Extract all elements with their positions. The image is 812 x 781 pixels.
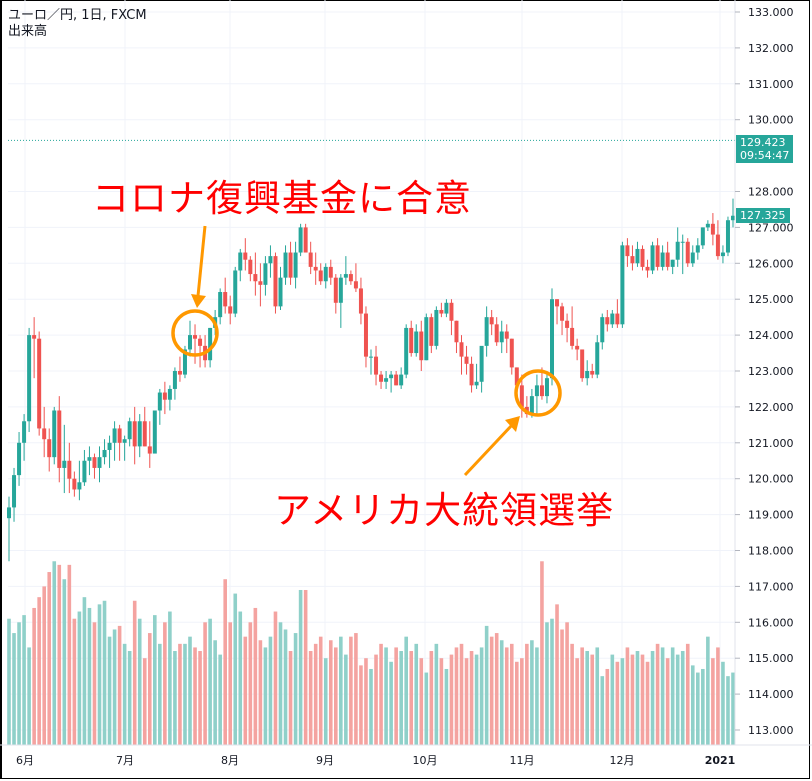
annotation-markers bbox=[171, 225, 562, 477]
last-close-tag: 127.325 bbox=[736, 208, 790, 223]
price-tick-label: 123.000 bbox=[748, 365, 794, 378]
arrow-head-icon bbox=[191, 294, 206, 308]
volume-bars bbox=[7, 561, 735, 745]
date-tick-label: 7月 bbox=[116, 754, 134, 767]
price-tick-label: 122.000 bbox=[748, 401, 794, 414]
annotation-arrow-us-election bbox=[463, 423, 514, 477]
date-tick-label: 9月 bbox=[316, 754, 334, 767]
price-axis[interactable]: 133.000 132.000 131.000 130.000 128.000 127.0… bbox=[735, 6, 794, 737]
last-close-value: 127.325 bbox=[740, 209, 786, 222]
price-tick-label: 126.000 bbox=[748, 257, 794, 270]
bar-countdown: 09:54:47 bbox=[740, 149, 790, 162]
date-tick-label: 12月 bbox=[610, 754, 635, 767]
current-price-value: 129.423 bbox=[740, 136, 786, 149]
price-tick-label: 132.000 bbox=[748, 42, 794, 55]
annotation-arrow-recovery-fund bbox=[196, 225, 207, 297]
date-tick-label: 11月 bbox=[510, 754, 535, 767]
price-tick-label: 120.000 bbox=[748, 473, 794, 486]
arrow-head-icon bbox=[505, 416, 520, 432]
time-axis[interactable]: 6月 7月 8月 9月 10月 11月 12月 2021 bbox=[16, 754, 735, 767]
price-tick-label: 125.000 bbox=[748, 293, 794, 306]
chart-legend: ユーロ／円, 1日, FXCM 出来高 bbox=[8, 8, 147, 40]
annotation-us-election: アメリカ大統領選挙 bbox=[274, 489, 615, 532]
price-tick-label: 113.000 bbox=[748, 724, 794, 737]
price-tick-label: 130.000 bbox=[748, 114, 794, 127]
date-tick-label: 6月 bbox=[16, 754, 34, 767]
price-tick-label: 127.000 bbox=[748, 221, 794, 234]
price-tick-label: 115.000 bbox=[748, 652, 794, 665]
volume-indicator-label[interactable]: 出来高 bbox=[8, 24, 48, 39]
price-tick-label: 116.000 bbox=[748, 616, 794, 629]
price-tick-label: 121.000 bbox=[748, 437, 794, 450]
price-tick-label: 131.000 bbox=[748, 78, 794, 91]
annotation-circle-us-election bbox=[514, 369, 562, 417]
price-candles bbox=[7, 198, 735, 562]
symbol-title[interactable]: ユーロ／円, 1日, FXCM bbox=[8, 8, 147, 23]
date-tick-label: 8月 bbox=[221, 754, 239, 767]
annotation-recovery-fund: コロナ復興基金に合意 bbox=[92, 177, 472, 220]
price-tick-label: 128.000 bbox=[748, 186, 794, 199]
annotation-circle-recovery-fund bbox=[171, 309, 219, 357]
price-tick-label: 118.000 bbox=[748, 545, 794, 558]
price-tick-label: 124.000 bbox=[748, 329, 794, 342]
price-tick-label: 117.000 bbox=[748, 580, 794, 593]
price-tick-label: 114.000 bbox=[748, 688, 794, 701]
price-tick-label: 133.000 bbox=[748, 6, 794, 19]
date-tick-label: 2021 bbox=[705, 754, 736, 767]
current-price-tag: 129.423 09:54:47 bbox=[736, 135, 794, 163]
price-tick-label: 119.000 bbox=[748, 509, 794, 522]
date-tick-label: 10月 bbox=[413, 754, 438, 767]
